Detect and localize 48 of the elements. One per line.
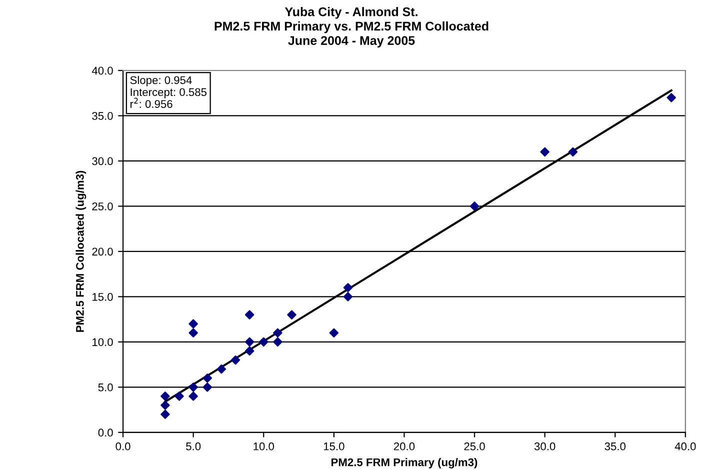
y-tick-label: 10.0 xyxy=(92,338,113,346)
x-tick-label: 0.0 xyxy=(116,442,130,450)
point xyxy=(160,410,170,419)
point xyxy=(343,283,353,292)
x-tick-label: 25.0 xyxy=(464,442,485,450)
point xyxy=(259,337,268,347)
point xyxy=(244,337,254,347)
point xyxy=(188,382,198,392)
x-tick-label: 20.0 xyxy=(394,442,415,450)
annotation: Slope: 0.954 Intercept: 0.585 r$^{2}$: 0.956 xyxy=(130,76,207,108)
x-tick-label: 15.0 xyxy=(324,442,344,450)
y-tick-label: 5.0 xyxy=(98,383,113,392)
point xyxy=(202,373,212,383)
point xyxy=(273,337,282,347)
point xyxy=(160,400,170,410)
point xyxy=(287,310,296,320)
point xyxy=(568,147,578,157)
point xyxy=(666,93,676,102)
y-tick-label: 40.0 xyxy=(92,66,113,75)
point xyxy=(343,292,353,302)
x-tick-label: 10.0 xyxy=(254,442,274,450)
y-axis-title: PM2.5 FRM Collocated (ug/m3) xyxy=(76,170,86,332)
y-tick-label: 30.0 xyxy=(92,157,113,166)
point xyxy=(230,355,240,365)
point xyxy=(188,319,198,328)
point xyxy=(160,392,170,401)
x-tick-label: 5.0 xyxy=(186,442,201,450)
point xyxy=(470,202,480,211)
point xyxy=(174,392,184,401)
point xyxy=(244,346,254,356)
x-tick-label: 40.0 xyxy=(674,442,696,450)
point xyxy=(540,147,550,157)
y-tick-label: 15.0 xyxy=(92,292,113,301)
y-tick-label: 25.0 xyxy=(92,202,113,210)
y-tick-label: 20.0 xyxy=(92,248,113,256)
x-tick-label: 30.0 xyxy=(534,442,556,450)
point xyxy=(188,328,198,338)
y-tick-label: 0.0 xyxy=(98,428,113,437)
point xyxy=(244,310,254,320)
point xyxy=(329,328,339,338)
chart-title: Yuba City - Almond St. PM2.5 FRM Primary vs. PM2.5 FRM Collocated June 2004 - May 2005 xyxy=(214,7,488,48)
point xyxy=(273,328,282,338)
point xyxy=(216,364,226,374)
x-axis-title: PM2.5 FRM Primary (ug/m3) xyxy=(332,458,478,468)
point xyxy=(188,392,198,401)
x-tick-label: 35.0 xyxy=(604,442,626,450)
point xyxy=(202,382,212,392)
y-tick-label: 35.0 xyxy=(92,112,113,120)
